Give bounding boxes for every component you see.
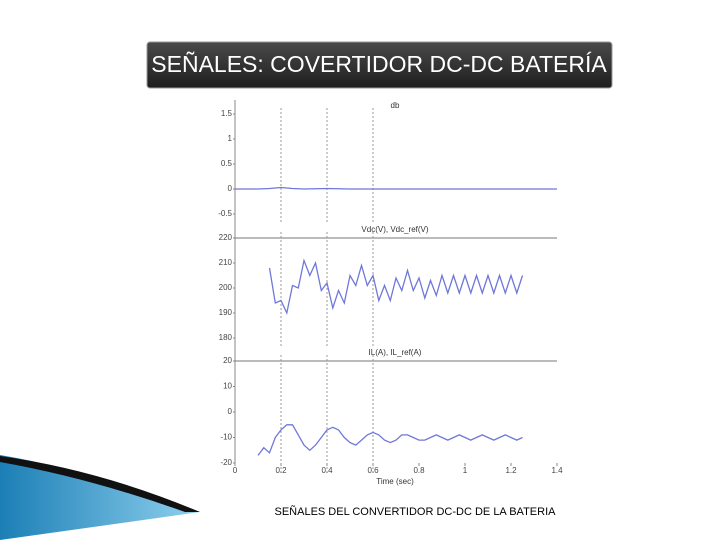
- signal-line: [268, 258, 524, 316]
- y-tick-label: 210: [219, 258, 233, 267]
- x-tick-label: 1.4: [551, 466, 563, 475]
- y-tick-label: 20: [223, 356, 232, 365]
- decor-swoosh: [0, 455, 200, 540]
- chart-title: Vdc(V), Vdc_ref(V): [361, 225, 428, 234]
- x-axis-label: Time (sec): [376, 477, 414, 486]
- signal-line: [235, 186, 557, 190]
- y-tick-label: 0: [228, 407, 233, 416]
- x-tick-label: 1: [463, 466, 468, 475]
- y-tick-label: 180: [219, 333, 233, 342]
- x-tick-label: 0.4: [321, 466, 333, 475]
- title-box: [146, 41, 613, 89]
- y-tick-label: -10: [220, 433, 232, 442]
- y-tick-label: 10: [223, 382, 232, 391]
- y-tick-label: 0.5: [221, 159, 233, 168]
- chart-title: IL(A), IL_ref(A): [369, 348, 422, 357]
- decor-stroke: [0, 456, 200, 512]
- y-tick-label: 190: [219, 308, 233, 317]
- x-tick-label: 1.2: [505, 466, 517, 475]
- x-tick-label: 0.6: [367, 466, 379, 475]
- signal-line: [257, 424, 523, 456]
- y-tick-label: -20: [220, 458, 232, 467]
- y-tick-label: 220: [219, 233, 233, 242]
- y-tick-label: 1: [228, 134, 233, 143]
- x-tick-label: 0.2: [275, 466, 287, 475]
- y-tick-label: 200: [219, 283, 233, 292]
- caption: SEÑALES DEL CONVERTIDOR DC-DC DE LA BATE…: [275, 505, 557, 518]
- x-tick-label: 0.8: [413, 466, 425, 475]
- x-tick-label: 0: [233, 466, 238, 475]
- slide-title: SEÑALES: COVERTIDOR DC-DC BATERÍA: [151, 51, 607, 77]
- y-tick-label: -0.5: [218, 209, 232, 218]
- y-tick-label: 0: [228, 184, 233, 193]
- y-tick-label: 1.5: [221, 109, 233, 118]
- chart-title: db: [391, 101, 400, 110]
